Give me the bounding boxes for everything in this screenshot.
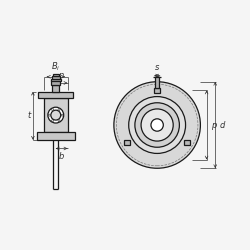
Text: t: t xyxy=(28,111,31,120)
Bar xyxy=(124,140,130,145)
Bar xyxy=(51,80,60,85)
Text: d: d xyxy=(220,120,225,130)
Text: p: p xyxy=(211,120,216,130)
Circle shape xyxy=(141,109,173,141)
Circle shape xyxy=(52,120,54,122)
Text: n: n xyxy=(59,71,64,80)
Circle shape xyxy=(58,108,60,110)
Bar xyxy=(52,76,60,78)
Bar xyxy=(184,140,190,145)
Bar xyxy=(37,132,74,140)
Bar xyxy=(52,74,59,76)
Text: $B_i$: $B_i$ xyxy=(51,60,60,73)
Bar xyxy=(51,78,61,81)
Bar xyxy=(52,86,59,91)
Bar xyxy=(154,88,160,93)
Circle shape xyxy=(52,108,54,110)
Bar xyxy=(44,98,68,132)
Circle shape xyxy=(48,114,50,116)
Circle shape xyxy=(129,96,186,154)
Circle shape xyxy=(135,103,180,147)
Circle shape xyxy=(48,107,64,123)
Text: b: b xyxy=(59,152,64,161)
Circle shape xyxy=(58,120,60,122)
Bar xyxy=(155,76,159,88)
Text: s: s xyxy=(155,63,159,72)
Bar xyxy=(38,92,74,98)
Circle shape xyxy=(114,82,200,168)
Circle shape xyxy=(61,114,63,116)
Circle shape xyxy=(151,119,163,131)
Circle shape xyxy=(51,110,61,120)
